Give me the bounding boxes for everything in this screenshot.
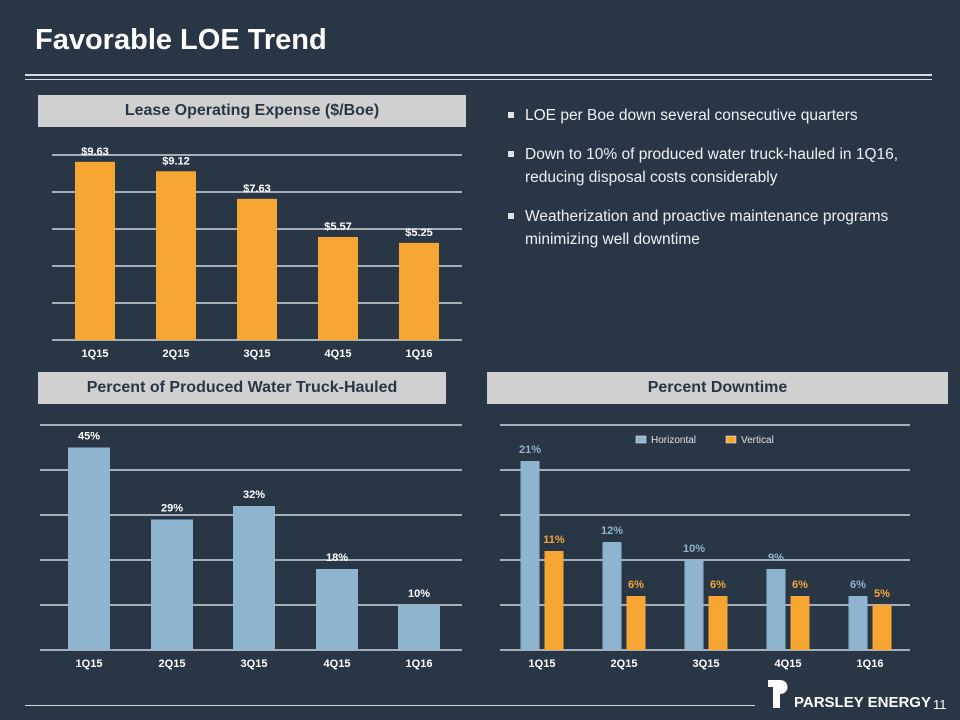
bar bbox=[544, 551, 564, 650]
data-label: 6% bbox=[710, 579, 726, 591]
legend-label: Horizontal bbox=[651, 435, 696, 446]
data-label: 29% bbox=[161, 503, 183, 515]
x-tick-label: 3Q15 bbox=[244, 348, 271, 360]
x-tick-label: 1Q16 bbox=[406, 658, 433, 670]
data-label: 9% bbox=[768, 552, 784, 564]
x-tick-label: 1Q15 bbox=[529, 658, 556, 670]
title-rule-top bbox=[25, 74, 932, 76]
x-tick-label: 4Q15 bbox=[324, 658, 351, 670]
bar bbox=[872, 605, 892, 650]
data-label: 6% bbox=[792, 579, 808, 591]
data-label: $9.63 bbox=[81, 146, 109, 158]
x-tick-label: 2Q15 bbox=[159, 658, 186, 670]
data-label: 6% bbox=[850, 579, 866, 591]
bar bbox=[708, 596, 728, 650]
bar bbox=[520, 461, 540, 650]
x-tick-label: 3Q15 bbox=[241, 658, 268, 670]
data-label: 11% bbox=[543, 534, 565, 546]
bar bbox=[602, 542, 622, 650]
data-label: 10% bbox=[683, 543, 705, 555]
bar bbox=[790, 596, 810, 650]
bar bbox=[684, 560, 704, 650]
bullet-item: Weatherization and proactive maintenance… bbox=[508, 205, 928, 251]
bar bbox=[766, 569, 786, 650]
bar bbox=[237, 198, 277, 340]
legend-label: Vertical bbox=[741, 435, 774, 446]
x-tick-label: 1Q16 bbox=[857, 658, 884, 670]
bar bbox=[398, 605, 440, 650]
bar bbox=[75, 161, 115, 340]
data-label: 10% bbox=[408, 588, 430, 600]
data-label: 32% bbox=[243, 489, 265, 501]
water-chart-header: Percent of Produced Water Truck-Hauled bbox=[38, 372, 446, 404]
page-number: 11 bbox=[933, 697, 947, 712]
bar bbox=[151, 519, 193, 650]
bullet-item: LOE per Boe down several consecutive qua… bbox=[508, 104, 928, 127]
x-tick-label: 1Q15 bbox=[82, 348, 109, 360]
data-label: 12% bbox=[601, 525, 623, 537]
footer-rule bbox=[25, 705, 755, 706]
bullet-item: Down to 10% of produced water truck-haul… bbox=[508, 143, 928, 189]
title-rule-bottom bbox=[25, 79, 932, 80]
x-tick-label: 2Q15 bbox=[163, 348, 190, 360]
x-tick-label: 3Q15 bbox=[693, 658, 720, 670]
legend-swatch bbox=[635, 435, 647, 444]
logo-text: PARSLEY ENERGY bbox=[794, 694, 931, 711]
company-logo: PARSLEY ENERGY bbox=[768, 678, 931, 711]
data-label: $7.63 bbox=[243, 183, 271, 195]
bar bbox=[318, 236, 358, 340]
data-label: $9.12 bbox=[162, 155, 190, 167]
x-tick-label: 1Q15 bbox=[76, 658, 103, 670]
data-label: 21% bbox=[519, 444, 541, 456]
slide-title: Favorable LOE Trend bbox=[35, 24, 327, 56]
bar bbox=[399, 242, 439, 340]
data-label: 5% bbox=[874, 588, 890, 600]
data-label: $5.25 bbox=[405, 227, 433, 239]
parsley-logo-icon bbox=[768, 680, 788, 708]
bar bbox=[848, 596, 868, 650]
bar bbox=[68, 447, 110, 650]
loe-chart-header: Lease Operating Expense ($/Boe) bbox=[38, 95, 466, 127]
bar bbox=[156, 171, 196, 340]
data-label: $5.57 bbox=[324, 221, 352, 233]
data-label: 45% bbox=[78, 431, 100, 443]
data-label: 18% bbox=[326, 552, 348, 564]
bar bbox=[233, 506, 275, 650]
x-tick-label: 4Q15 bbox=[325, 348, 352, 360]
bullet-list: LOE per Boe down several consecutive qua… bbox=[508, 104, 928, 267]
data-label: 6% bbox=[628, 579, 644, 591]
legend-swatch bbox=[725, 435, 737, 444]
downtime-chart-header: Percent Downtime bbox=[487, 372, 948, 404]
x-tick-label: 4Q15 bbox=[775, 658, 802, 670]
x-tick-label: 1Q16 bbox=[406, 348, 433, 360]
bar bbox=[626, 596, 646, 650]
x-tick-label: 2Q15 bbox=[611, 658, 638, 670]
bar bbox=[316, 569, 358, 650]
